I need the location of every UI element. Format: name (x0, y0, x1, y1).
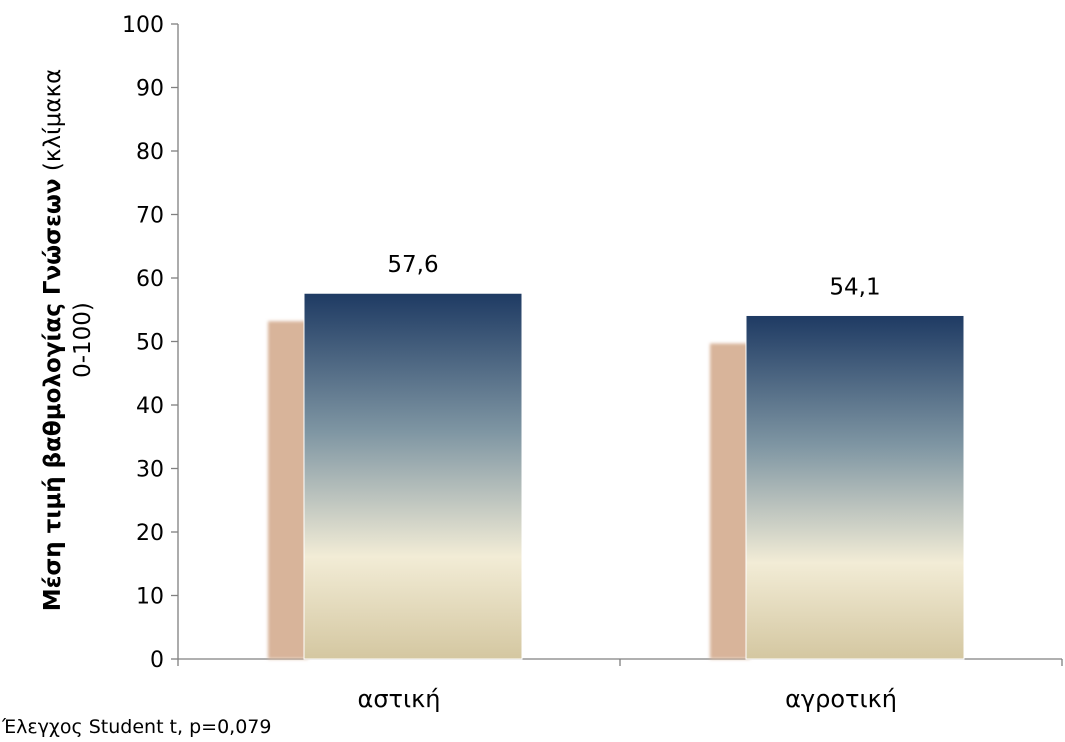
x-category-label: αστική (358, 685, 441, 713)
y-tick-label: 90 (136, 77, 164, 102)
bars: 57,6 54,1 (268, 252, 965, 660)
y-axis-title-bold: Μέση τιμή βαθμολογίας Γνώσεων (40, 178, 66, 611)
bar (303, 292, 523, 660)
x-axis: αστική αγροτική (177, 658, 1063, 713)
y-axis-title: Μέση τιμή βαθμολογίας Γνώσεων (κλίμακα 0… (10, 20, 100, 660)
y-tick-label: 30 (136, 458, 164, 483)
bar (745, 314, 965, 660)
x-category-label: αγροτική (785, 685, 897, 713)
y-tick-label: 70 (136, 204, 164, 229)
y-axis-title-rest: (κλίμακα (40, 69, 66, 179)
y-tick-label: 20 (136, 521, 164, 546)
y-tick-label: 50 (136, 331, 164, 356)
bar-shadow (268, 321, 308, 659)
svg-text:Μέση τιμή βαθμολογίας Γνώσεων: Μέση τιμή βαθμολογίας Γνώσεων (κλίμακα (40, 69, 66, 612)
y-tick-label: 100 (122, 13, 164, 38)
y-tick-label: 10 (136, 585, 164, 610)
y-axis: 0 10 20 30 40 50 60 70 80 90 100 (122, 13, 179, 673)
y-tick-label: 80 (136, 140, 164, 165)
y-axis-title-line2: 0-100) (70, 302, 96, 378)
y-tick-label: 60 (136, 267, 164, 292)
data-label: 57,6 (387, 252, 438, 278)
data-label: 54,1 (829, 274, 880, 300)
y-tick-label: 0 (150, 648, 164, 673)
bar-shadow (710, 343, 750, 659)
footnote: Έλεγχος Student t, p=0,079 (2, 716, 272, 738)
y-tick-label: 40 (136, 394, 164, 419)
